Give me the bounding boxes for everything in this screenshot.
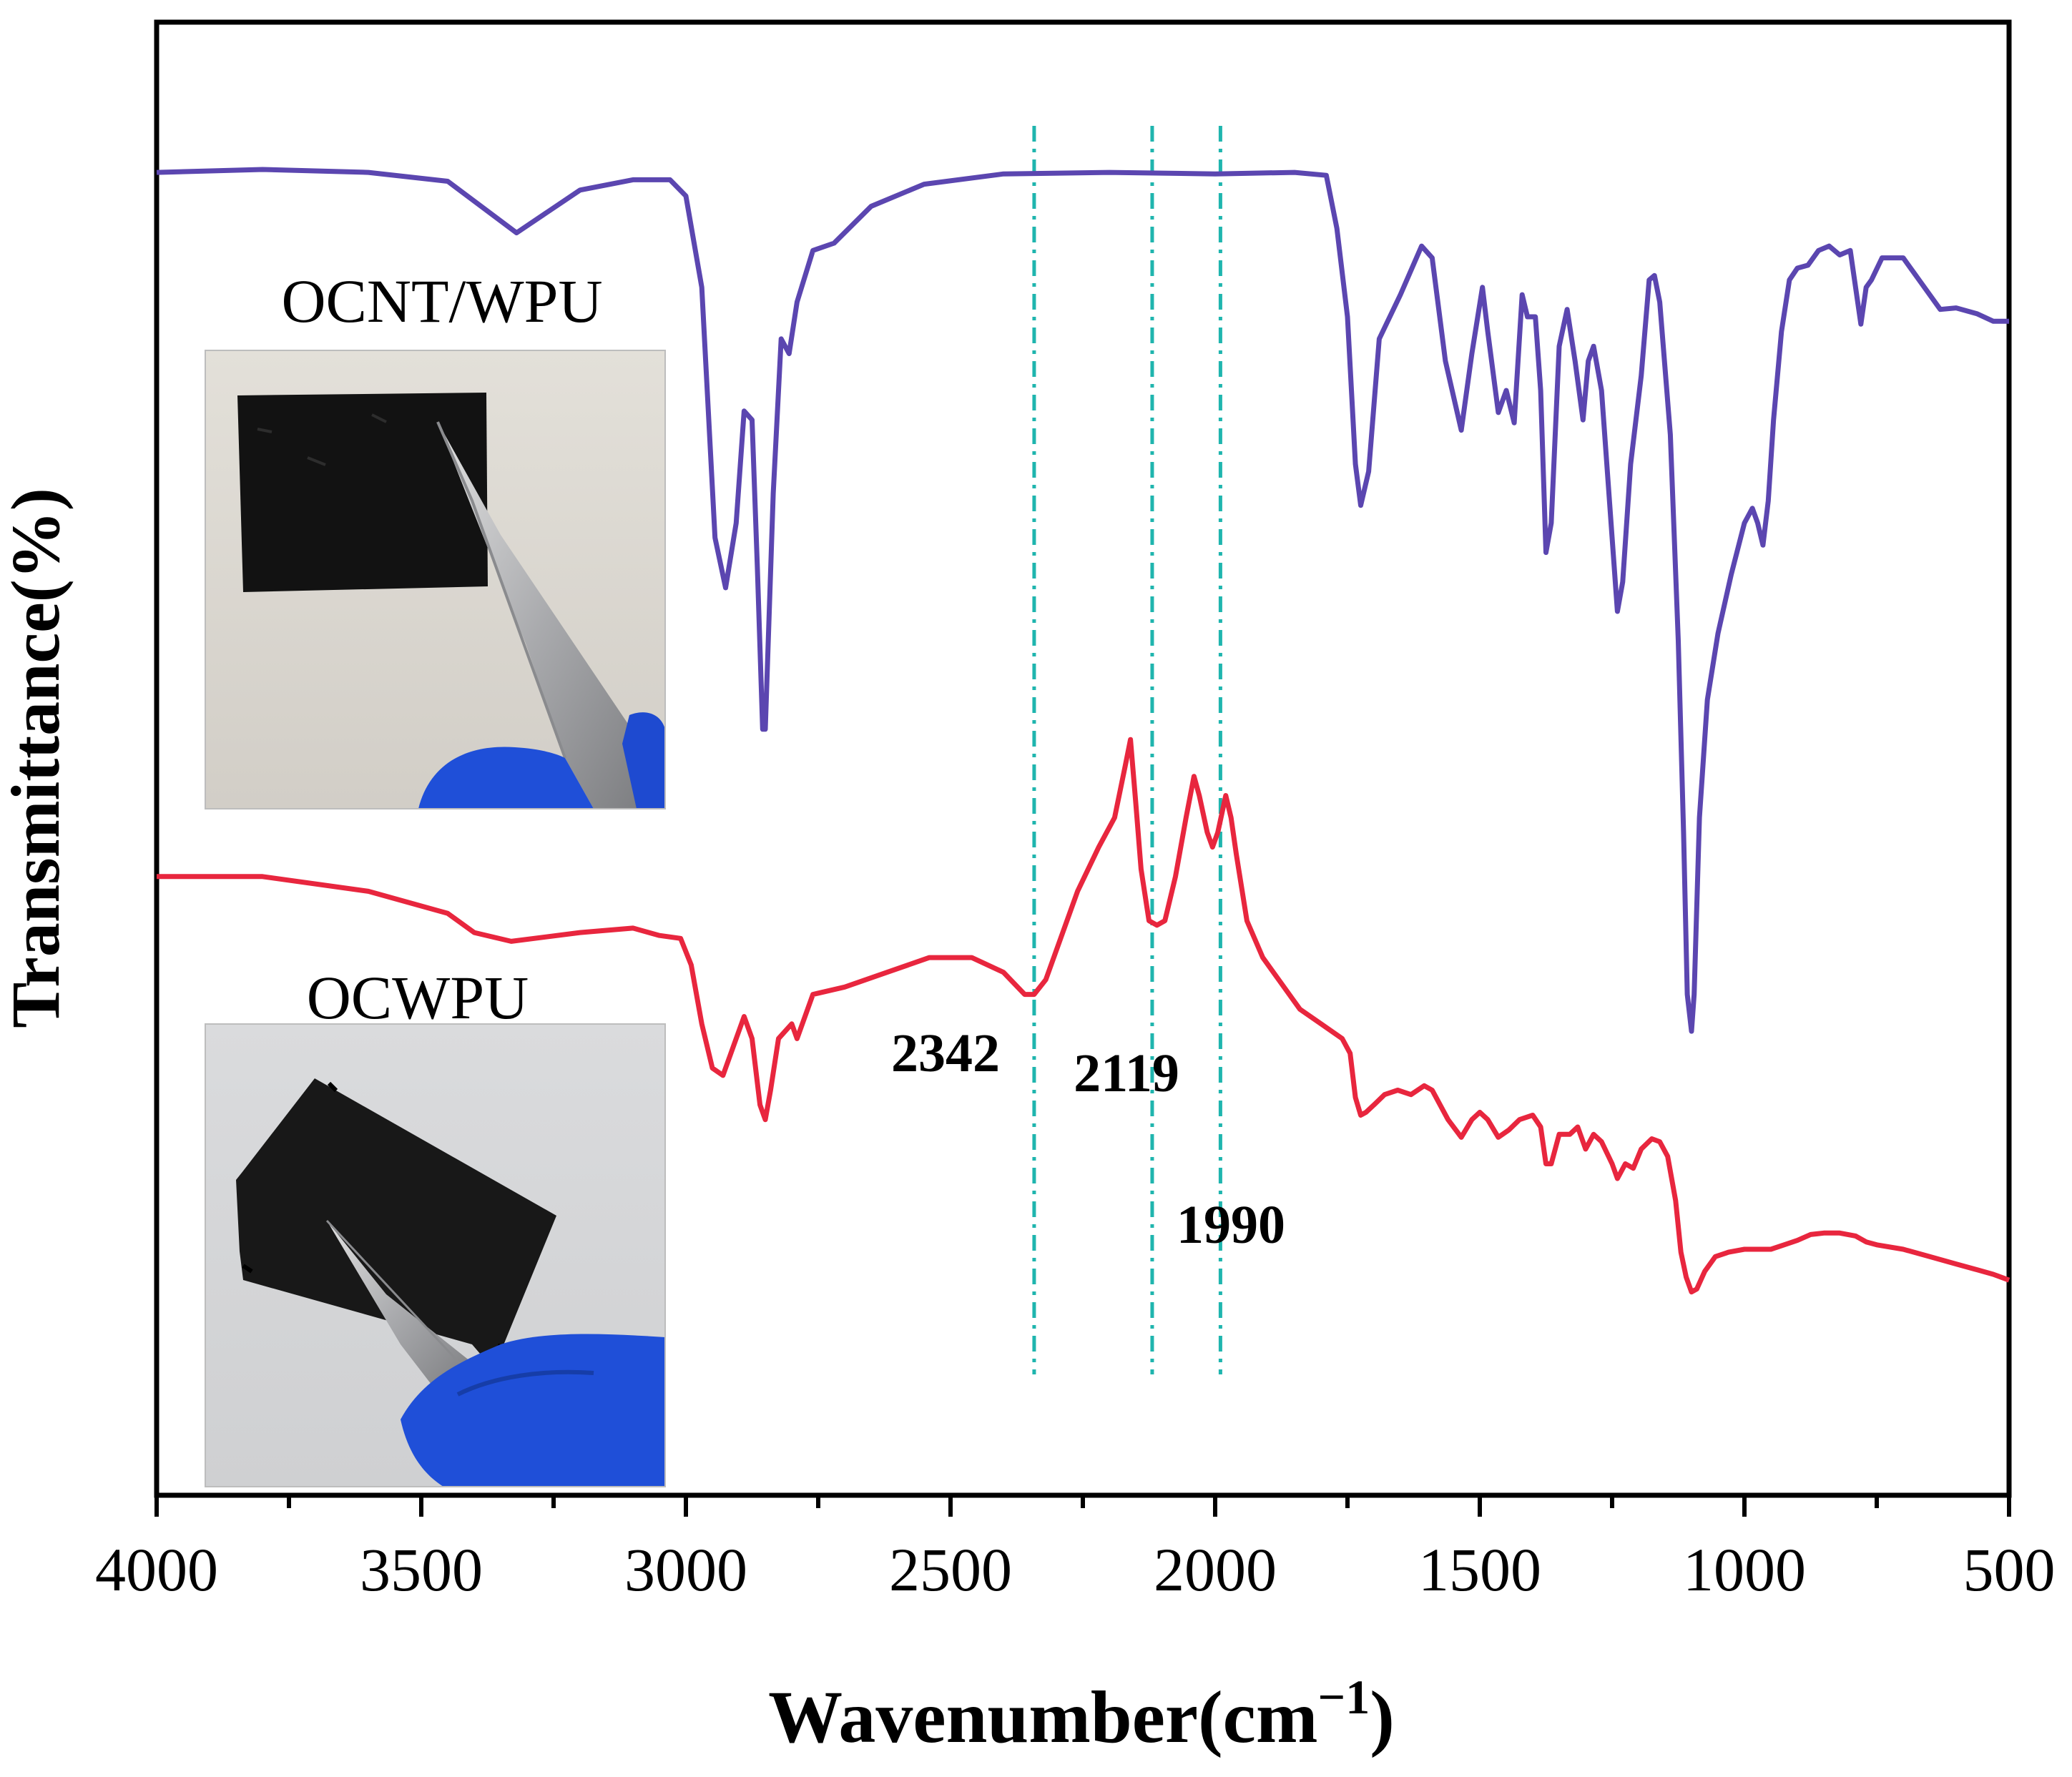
film-ocnt-wpu — [237, 393, 488, 592]
tick-label-1500: 1500 — [1418, 1535, 1541, 1604]
annotation-2119: 2119 — [1074, 1043, 1179, 1103]
film-ocwpu — [236, 1078, 556, 1369]
tick-label-3000: 3000 — [624, 1535, 747, 1604]
x-axis-label-main: Wavenumber(cm — [768, 1676, 1317, 1758]
tick-label-2000: 2000 — [1154, 1535, 1277, 1604]
series-group — [156, 167, 2010, 1295]
tick-label-4000: 4000 — [95, 1535, 218, 1604]
label-ocnt-wpu: OCNT/WPU — [281, 267, 602, 335]
tick-label-3500: 3500 — [360, 1535, 483, 1604]
x-axis-tick-labels: 4000 3500 3000 2500 2000 1500 1000 500 — [95, 1535, 2056, 1604]
photo-ocnt-wpu — [205, 350, 666, 809]
blade-icon-2 — [327, 1221, 481, 1391]
y-axis-label: Transmittance(%) — [0, 488, 74, 1028]
x-axis-label-close: ) — [1370, 1676, 1395, 1758]
annotation-1990: 1990 — [1177, 1195, 1285, 1255]
tick-label-1000: 1000 — [1683, 1535, 1806, 1604]
x-axis-label: Wavenumber(cm−1) — [768, 1670, 1395, 1758]
series-line-ocnt-wpu — [156, 167, 2009, 1034]
glove-icon — [418, 747, 594, 809]
annotation-2342: 2342 — [891, 1023, 1000, 1083]
x-axis-label-sup: −1 — [1317, 1670, 1370, 1724]
glove-icon-2 — [401, 1334, 665, 1487]
tick-label-2500: 2500 — [889, 1535, 1012, 1604]
reference-lines — [1032, 126, 1222, 1374]
x-axis-ticks — [154, 1495, 2011, 1517]
series-line-ocwpu — [157, 737, 2010, 1295]
tick-label-500: 500 — [1963, 1535, 2056, 1604]
photo-ocwpu — [205, 1023, 666, 1487]
label-ocwpu: OCWPU — [307, 963, 529, 1032]
blade-icon — [438, 422, 658, 809]
